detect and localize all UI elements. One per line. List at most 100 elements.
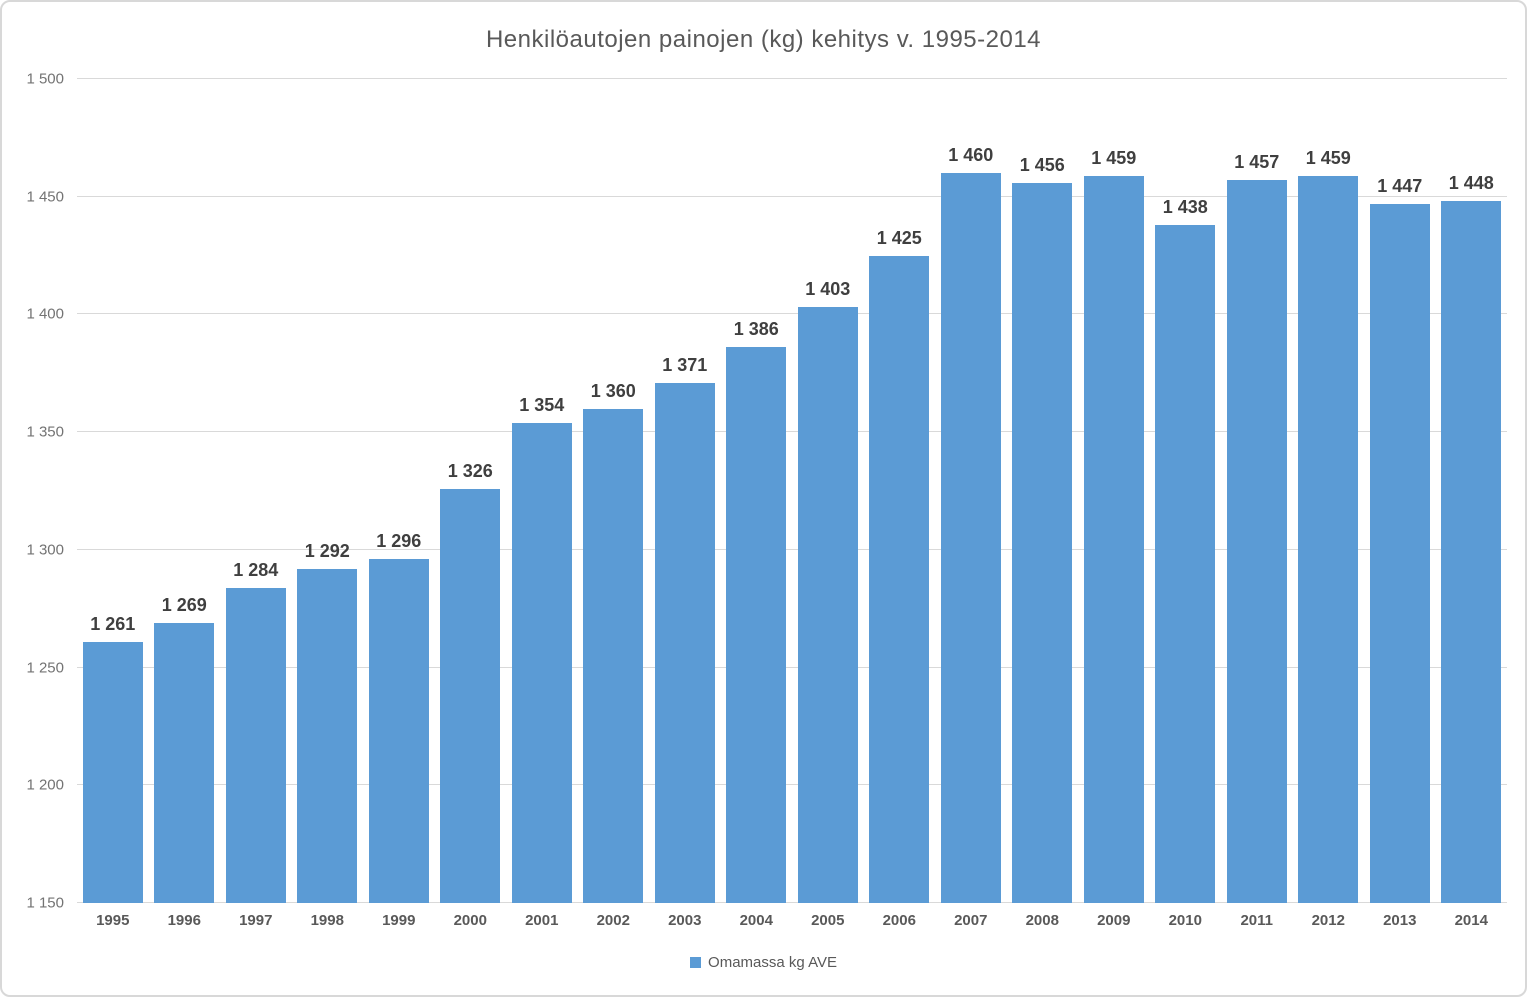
bar-cell: 1 403 [792,79,864,903]
bar-1997 [225,587,286,903]
bar-value-label: 1 292 [304,540,350,561]
legend-marker-icon [690,957,702,968]
x-tick-label: 2005 [811,912,845,929]
x-tick-label: 1997 [239,912,273,929]
bar-cell: 1 354 [506,79,578,903]
bar-cell: 1 326 [435,79,507,903]
bar-2002 [583,408,644,903]
gridline [77,195,1507,197]
gridline [77,784,1507,786]
bar-value-label: 1 296 [376,531,422,552]
bar-2009 [1083,175,1144,903]
bar-2014 [1441,201,1502,903]
x-tick-label: 1998 [310,912,344,929]
bar-value-label: 1 459 [1305,147,1351,168]
x-tick-label: 2009 [1097,912,1131,929]
bar-2013 [1369,203,1430,903]
bar-1998 [297,568,358,903]
y-tick-label: 1 150 [26,894,64,912]
bar-2004 [726,347,787,903]
y-tick-label: 1 500 [26,70,64,88]
x-tick-label: 2012 [1311,912,1345,929]
x-tick-label: 2002 [596,912,630,929]
gridline [77,548,1507,550]
bar-1996 [154,622,215,903]
x-tick-label: 2013 [1383,912,1417,929]
x-tick-label: 1996 [167,912,201,929]
bar-2003 [654,382,715,903]
bar-cell: 1 386 [721,79,793,903]
bar-value-label: 1 447 [1377,175,1423,196]
bar-value-label: 1 386 [733,319,779,340]
y-tick-label: 1 200 [26,776,64,794]
x-tick-label: 1995 [96,912,130,929]
x-tick-label: 2003 [668,912,702,929]
bar-value-label: 1 269 [161,594,207,615]
bar-cell: 1 371 [649,79,721,903]
bar-cell: 1 438 [1150,79,1222,903]
y-tick-label: 1 300 [26,541,64,559]
x-tick-label: 2007 [954,912,988,929]
bar-cell: 1 457 [1221,79,1293,903]
x-tick-label: 2014 [1454,912,1488,929]
x-axis-line [77,902,1507,903]
y-tick-label: 1 250 [26,659,64,677]
legend: Omamassa kg AVE [2,954,1525,971]
bar-value-label: 1 456 [1019,154,1065,175]
bar-2008 [1012,182,1073,903]
x-tick-label: 2006 [882,912,916,929]
bar-cell: 1 456 [1007,79,1079,903]
bar-cell: 1 284 [220,79,292,903]
gridline [77,78,1507,79]
bar-2006 [869,255,930,903]
x-tick-label: 2004 [739,912,773,929]
bars-container: 1 261 1 269 1 284 1 292 1 296 1 326 1 354 1 360… [77,79,1507,903]
gridline [77,313,1507,315]
bar-2011 [1226,180,1287,903]
bar-value-label: 1 261 [90,613,136,634]
gridlines [77,78,1507,903]
bar-cell: 1 447 [1364,79,1436,903]
bar-cell: 1 269 [149,79,221,903]
bar-cell: 1 261 [77,79,149,903]
y-axis-labels: 1 150 1 200 1 250 1 300 1 350 1 400 1 450 1 500 [2,71,64,912]
x-tick-label: 2001 [525,912,559,929]
bar-value-label: 1 354 [519,394,565,415]
bar-value-label: 1 438 [1162,196,1208,217]
bar-value-label: 1 459 [1091,147,1137,168]
bar-value-label: 1 360 [590,380,636,401]
gridline [77,666,1507,668]
x-tick-label: 2010 [1168,912,1202,929]
bar-1995 [82,641,143,903]
bar-value-label: 1 457 [1234,152,1280,173]
bar-1999 [368,559,429,903]
bar-2012 [1298,175,1359,903]
chart-title: Henkilöautojen painojen (kg) kehitys v. … [485,26,1042,53]
bar-value-label: 1 371 [662,354,708,375]
bar-2007 [940,173,1001,903]
bar-2005 [797,307,858,903]
y-tick-label: 1 400 [26,305,64,323]
bar-cell: 1 425 [864,79,936,903]
bar-value-label: 1 425 [876,227,922,248]
bar-value-label: 1 403 [805,279,851,300]
x-tick-label: 2000 [453,912,487,929]
legend-label: Omamassa kg AVE [708,954,837,971]
plot-area: 1 261 1 269 1 284 1 292 1 296 1 326 1 354 1 360… [77,78,1507,903]
bar-2001 [511,422,572,903]
bar-value-label: 1 460 [948,145,994,166]
bar-value-label: 1 448 [1448,173,1494,194]
bar-cell: 1 360 [578,79,650,903]
bar-value-label: 1 284 [233,559,279,580]
x-axis-labels: 1995 1996 1997 1998 1999 2000 2001 2002 2003 2004… [77,912,1507,929]
gridline [77,431,1507,433]
bar-cell: 1 460 [935,79,1007,903]
bar-2000 [440,488,501,903]
x-tick-label: 2011 [1240,912,1274,929]
bar-cell: 1 459 [1293,79,1365,903]
bar-cell: 1 292 [292,79,364,903]
bar-value-label: 1 326 [447,460,493,481]
x-tick-label: 2008 [1025,912,1059,929]
bar-cell: 1 459 [1078,79,1150,903]
